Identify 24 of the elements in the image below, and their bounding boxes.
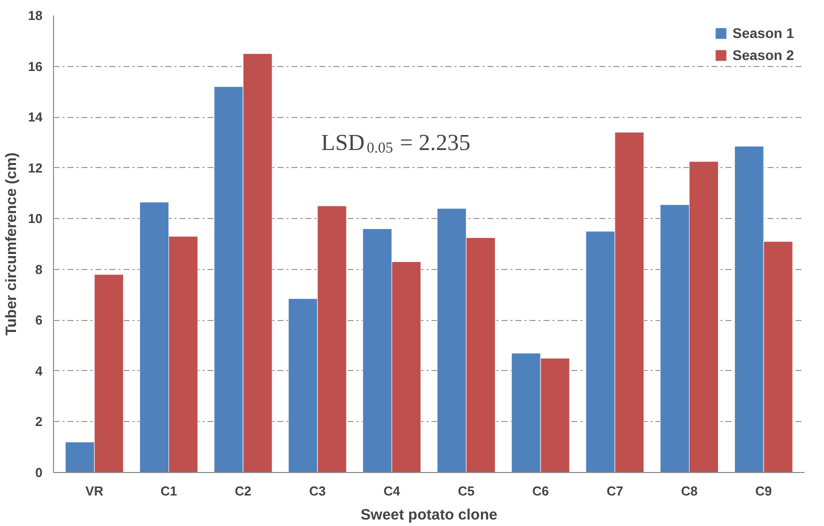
y-tick-label: 6 <box>35 312 43 328</box>
y-tick-label: 16 <box>28 58 43 74</box>
x-tick-label: C1 <box>160 484 178 498</box>
y-axis-title: Tuber circumference (cm) <box>3 152 20 336</box>
y-tick-label: 0 <box>35 465 43 480</box>
x-axis-title: Sweet potato clone <box>360 506 498 524</box>
x-tick-label: C9 <box>755 484 772 498</box>
x-tick-label: C8 <box>680 484 698 498</box>
x-tick-label: C2 <box>234 484 252 498</box>
x-tick-label: C6 <box>532 484 549 498</box>
y-tick-label: 14 <box>28 110 44 125</box>
y-tick-label: 18 <box>28 8 43 23</box>
y-tick-label: 10 <box>28 211 43 226</box>
y-tick-label: 12 <box>28 160 43 176</box>
legend-label: Season 1 <box>732 25 794 41</box>
y-tick-label: 4 <box>35 363 44 378</box>
legend-label: Season 2 <box>732 47 794 63</box>
x-tick-label: C7 <box>606 484 624 498</box>
x-tick-label: VR <box>85 484 104 498</box>
x-tick-label: C4 <box>384 484 401 498</box>
y-tick-label: 8 <box>35 262 43 277</box>
y-tick-label: 2 <box>35 414 43 430</box>
x-tick-label: C3 <box>309 484 326 498</box>
x-tick-label: C5 <box>458 484 474 498</box>
